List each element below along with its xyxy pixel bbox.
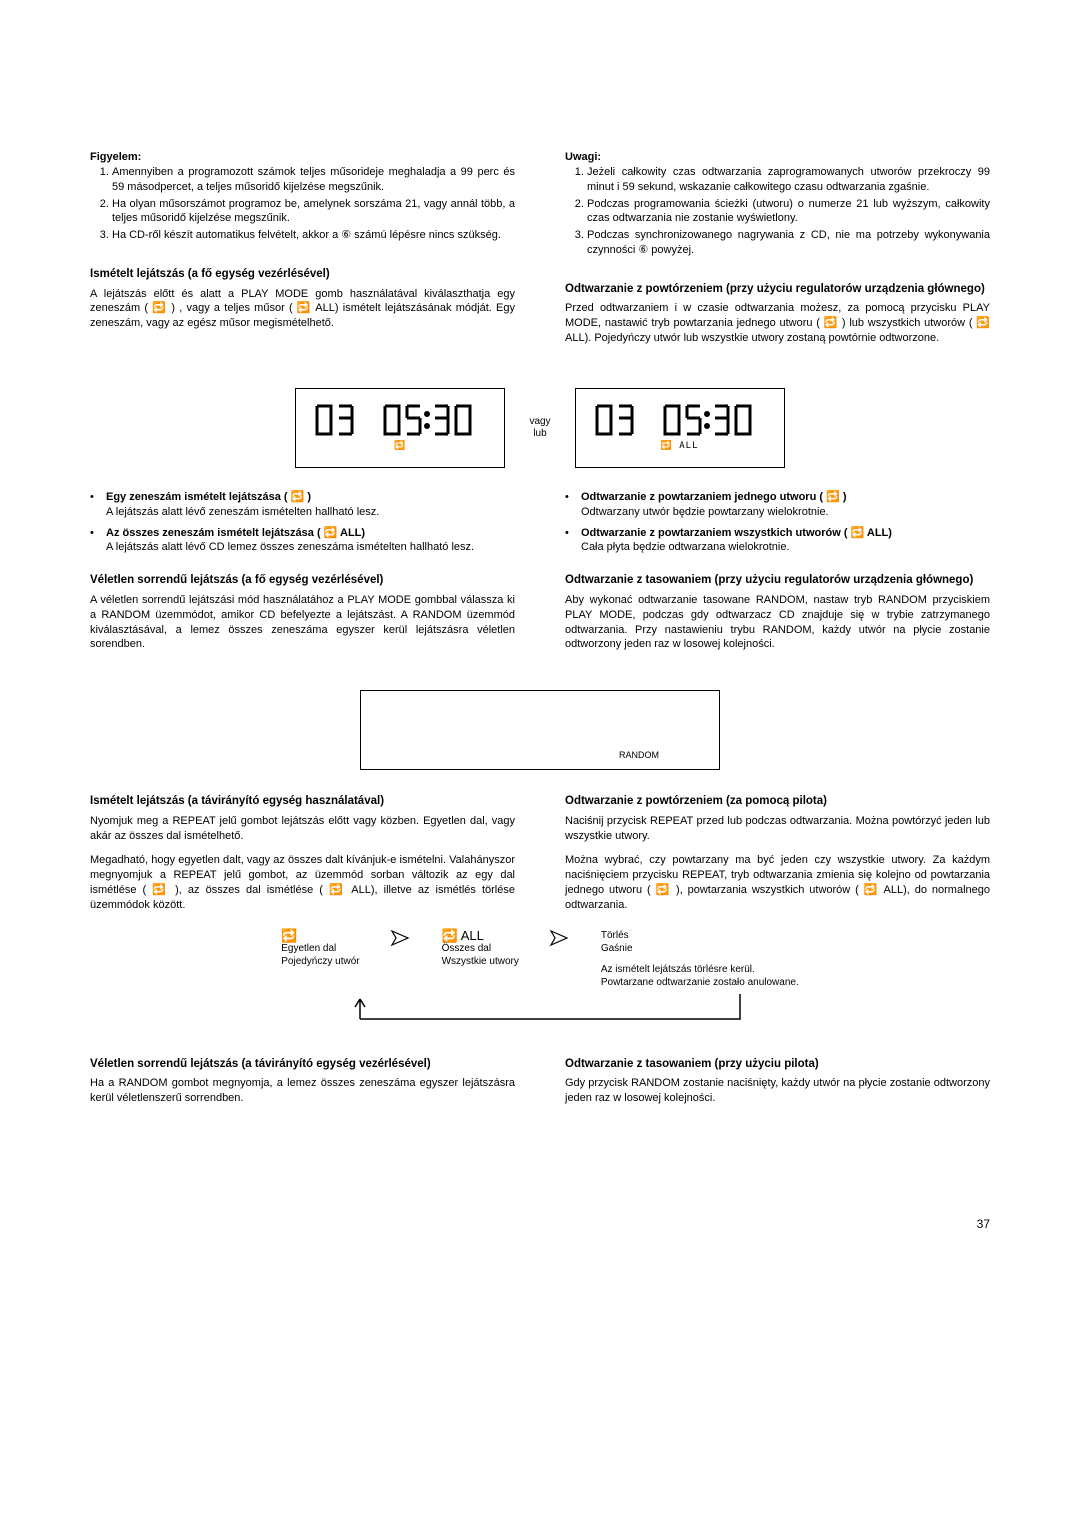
hu-sec1-title: Ismételt lejátszás (a fő egység vezérlés…	[90, 267, 515, 283]
lcd-left: 🔁	[295, 388, 505, 468]
col-hungarian: Figyelem: Amennyiben a programozott szám…	[90, 150, 515, 370]
sec3-columns: Ismételt lejátszás (a távirányító egység…	[90, 794, 990, 913]
col-polish: Uwagi: Jeżeli całkowity czas odtwarzania…	[565, 150, 990, 370]
hu-b1-body: A lejátszás alatt lévő zeneszám ismételt…	[106, 506, 379, 518]
hu-sec1: Ismételt lejátszás (a fő egység vezérlés…	[90, 267, 515, 331]
lcd-row: 🔁 vagy lub	[90, 388, 990, 468]
uwagi-title: Uwagi:	[565, 150, 990, 165]
lcd-between-label: vagy lub	[529, 416, 550, 440]
hu-sec3: Ismételt lejátszás (a távirányító egység…	[90, 794, 515, 913]
col-hu-mid: • Egy zeneszám ismételt lejátszása ( 🔁 )…	[90, 490, 515, 676]
lcd-random: RANDOM	[360, 690, 720, 770]
pl-bullet-1: • Odtwarzanie z powtarzaniem jednego utw…	[565, 490, 990, 520]
figyelem-block: Figyelem: Amennyiben a programozott szám…	[90, 150, 515, 243]
uwagi-list: Jeżeli całkowity czas odtwarzania zaprog…	[565, 165, 990, 258]
lcd-right-indicator: 🔁 ALL	[661, 440, 699, 452]
repeat-icon: 🔁	[281, 929, 297, 942]
hu-sec2: Véletlen sorrendű lejátszás (a fő egység…	[90, 573, 515, 652]
pl-sec2-title: Odtwarzanie z tasowaniem (przy użyciu re…	[565, 573, 990, 589]
hu-bullet-2: • Az összes zeneszám ismételt lejátszása…	[90, 526, 515, 556]
hu-sec3-p1: Nyomjuk meg a REPEAT jelű gombot lejátsz…	[90, 814, 515, 844]
hu-bullet-1: • Egy zeneszám ismételt lejátszása ( 🔁 )…	[90, 490, 515, 520]
flow-return-arrow	[280, 989, 800, 1029]
hu-sec2-title: Véletlen sorrendű lejátszás (a fő egység…	[90, 573, 515, 589]
figyelem-item: Ha olyan műsorszámot programoz be, amely…	[112, 197, 515, 227]
uwagi-item: Podczas programowania ścieżki (utworu) o…	[587, 197, 990, 227]
hu-sec2-body: A véletlen sorrendű lejátszási mód haszn…	[90, 593, 515, 652]
hu-sec4: Véletlen sorrendű lejátszás (a távirányí…	[90, 1057, 515, 1106]
lcd-right: 🔁 ALL	[575, 388, 785, 468]
flow-note-l1: Az ismételt lejátszás törlésre kerül.	[601, 963, 799, 976]
repeat-all-icon: 🔁 ALL	[442, 929, 484, 942]
uwagi-item: Jeżeli całkowity czas odtwarzania zaprog…	[587, 165, 990, 195]
hu-sec3-title: Ismételt lejátszás (a távirányító egység…	[90, 794, 515, 810]
seg7-track-right	[594, 403, 638, 437]
hu-sec4-title: Véletlen sorrendű lejátszás (a távirányí…	[90, 1057, 515, 1073]
sec4-columns: Véletlen sorrendű lejátszás (a távirányí…	[90, 1057, 990, 1106]
pl-sec1: Odtwarzanie z powtórzeniem (przy użyciu …	[565, 282, 990, 346]
flow-n2-l2: Wszystkie utwory	[442, 955, 519, 968]
figyelem-item: Amennyiben a programozott számok teljes …	[112, 165, 515, 195]
top-columns: Figyelem: Amennyiben a programozott szám…	[90, 150, 990, 370]
flow-diagram: 🔁 Egyetlen dal Pojedyńczy utwór 🔁 ALL Ös…	[90, 929, 990, 1029]
pl-b2-title: Odtwarzanie z powtarzaniem wszystkich ut…	[581, 527, 892, 539]
arrow-right-icon	[390, 929, 412, 947]
page-number: 37	[90, 1216, 990, 1232]
pl-b1-title: Odtwarzanie z powtarzaniem jednego utwor…	[581, 491, 847, 503]
uwagi-block: Uwagi: Jeżeli całkowity czas odtwarzania…	[565, 150, 990, 258]
arrow-right-icon	[549, 929, 571, 947]
seg7-time-left	[382, 403, 486, 437]
flow-n1-l1: Egyetlen dal	[281, 942, 359, 955]
pl-bullet-2: • Odtwarzanie z powtarzaniem wszystkich …	[565, 526, 990, 556]
pl-sec3-title: Odtwarzanie z powtórzeniem (za pomocą pi…	[565, 794, 990, 810]
uwagi-item: Podczas synchronizowanego nagrywania z C…	[587, 228, 990, 258]
flow-n3-l2: Gaśnie	[601, 942, 799, 955]
pl-sec4: Odtwarzanie z tasowaniem (przy użyciu pi…	[565, 1057, 990, 1106]
pl-sec3-p2: Można wybrać, czy powtarzany ma być jede…	[565, 853, 990, 912]
lcd-left-indicator: 🔁	[394, 440, 406, 452]
pl-b1-body: Odtwarzany utwór będzie powtarzany wielo…	[581, 506, 829, 518]
pl-sec4-body: Gdy przycisk RANDOM zostanie naciśnięty,…	[565, 1076, 990, 1106]
hu-b2-body: A lejátszás alatt lévő CD lemez összes z…	[106, 541, 474, 553]
seg7-track-left	[314, 403, 358, 437]
hu-sec3-p2: Megadható, hogy egyetlen dalt, vagy az ö…	[90, 853, 515, 912]
random-label: RANDOM	[619, 749, 659, 761]
pl-sec2-body: Aby wykonać odtwarzanie tasowane RANDOM,…	[565, 593, 990, 652]
flow-node-1: 🔁 Egyetlen dal Pojedyńczy utwór	[281, 929, 359, 968]
pl-sec1-title: Odtwarzanie z powtórzeniem (przy użyciu …	[565, 282, 990, 298]
figyelem-title: Figyelem:	[90, 150, 515, 165]
hu-b2-title: Az összes zeneszám ismételt lejátszása (…	[106, 527, 365, 539]
mid-columns: • Egy zeneszám ismételt lejátszása ( 🔁 )…	[90, 490, 990, 676]
flow-n3-l1: Törlés	[601, 929, 799, 942]
hu-sec1-intro: A lejátszás előtt és alatt a PLAY MODE g…	[90, 287, 515, 332]
pl-sec2: Odtwarzanie z tasowaniem (przy użyciu re…	[565, 573, 990, 652]
flow-node-3: Törlés Gaśnie Az ismételt lejátszás törl…	[601, 929, 799, 989]
pl-sec1-intro: Przed odtwarzaniem i w czasie odtwarzani…	[565, 301, 990, 346]
figyelem-item: Ha CD-ről készít automatikus felvételt, …	[112, 228, 515, 243]
pl-b2-body: Cała płyta będzie odtwarzana wielokrotni…	[581, 541, 790, 553]
flow-note-l2: Powtarzane odtwarzanie zostało anulowane…	[601, 976, 799, 989]
flow-node-2: 🔁 ALL Összes dal Wszystkie utwory	[442, 929, 519, 968]
hu-sec4-body: Ha a RANDOM gombot megnyomja, a lemez ös…	[90, 1076, 515, 1106]
pl-sec3: Odtwarzanie z powtórzeniem (za pomocą pi…	[565, 794, 990, 913]
pl-sec3-p1: Naciśnij przycisk REPEAT przed lub podcz…	[565, 814, 990, 844]
hu-b1-title: Egy zeneszám ismételt lejátszása ( 🔁 )	[106, 491, 311, 503]
flow-n2-l1: Összes dal	[442, 942, 519, 955]
pl-sec4-title: Odtwarzanie z tasowaniem (przy użyciu pi…	[565, 1057, 990, 1073]
col-pl-mid: • Odtwarzanie z powtarzaniem jednego utw…	[565, 490, 990, 676]
figyelem-list: Amennyiben a programozott számok teljes …	[90, 165, 515, 243]
flow-n1-l2: Pojedyńczy utwór	[281, 955, 359, 968]
seg7-time-right	[662, 403, 766, 437]
